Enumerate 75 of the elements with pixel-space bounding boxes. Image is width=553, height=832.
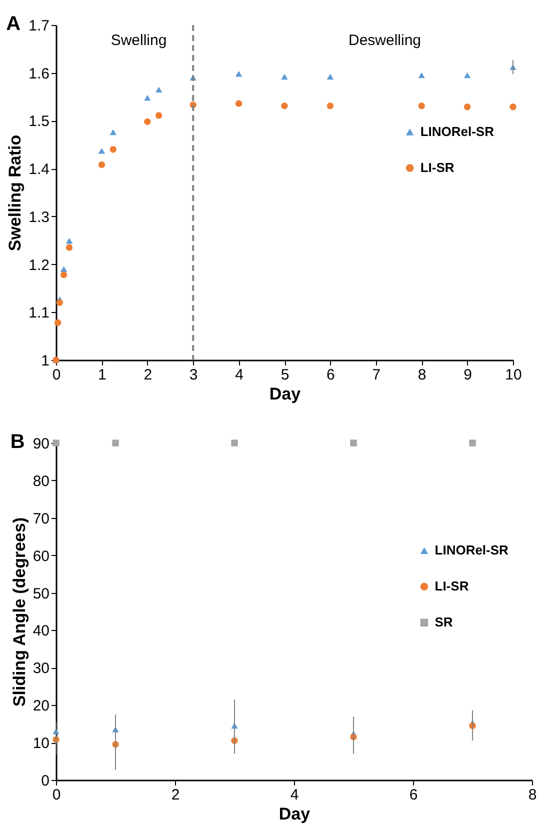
point xyxy=(231,440,238,446)
point xyxy=(350,440,357,446)
y-tick-label: 1.5 xyxy=(28,113,50,130)
y-tick-label: 20 xyxy=(32,698,50,715)
x-tick-label: 0 xyxy=(52,786,61,804)
annotation: Swelling xyxy=(110,32,167,49)
point xyxy=(66,238,73,244)
annotation: Deswelling xyxy=(348,32,422,49)
y-tick-label: 1.3 xyxy=(28,208,50,226)
legend-label: LINORel-SR xyxy=(434,542,510,558)
y-tick-label: 40 xyxy=(32,622,50,640)
chart-title: A xyxy=(6,13,21,35)
x-axis-title: Day xyxy=(269,384,302,404)
point xyxy=(98,148,106,154)
legend-label: LI-SR xyxy=(434,578,470,594)
x-tick-label: 6 xyxy=(326,366,335,384)
x-tick-label: 0 xyxy=(52,366,61,384)
y-tick-label: 90 xyxy=(32,436,50,452)
y-tick-label: 1.1 xyxy=(28,304,50,322)
y-tick-label: 1.4 xyxy=(28,161,50,178)
point xyxy=(66,244,73,251)
point xyxy=(110,129,116,136)
chart-title: B xyxy=(10,431,25,453)
x-tick-label: 7 xyxy=(372,366,381,384)
x-axis-title: Day xyxy=(278,804,311,824)
x-tick-label: 10 xyxy=(505,366,522,384)
x-tick-label: 2 xyxy=(144,366,152,384)
x-tick-label: 4 xyxy=(235,366,244,384)
y-axis-title: Sliding Angle (degrees) xyxy=(10,517,29,707)
x-tick-label: 5 xyxy=(280,366,290,384)
y-tick-label: 10 xyxy=(32,735,50,752)
y-tick-label: 1.7 xyxy=(28,18,50,34)
point xyxy=(155,86,162,93)
point xyxy=(155,112,162,119)
y-axis-title: Swelling Ratio xyxy=(6,134,25,252)
legend-label: SR xyxy=(434,614,454,630)
point xyxy=(281,102,288,110)
point xyxy=(110,146,116,153)
point xyxy=(60,266,68,272)
point xyxy=(235,70,242,77)
point xyxy=(112,440,119,446)
point xyxy=(510,103,516,110)
legend-label: LINORel-SR xyxy=(420,124,495,139)
point xyxy=(60,271,68,278)
point xyxy=(326,74,334,80)
y-tick-label: 1.6 xyxy=(28,65,50,82)
y-tick-label: 50 xyxy=(32,585,50,602)
y-tick-label: 70 xyxy=(32,510,50,528)
x-tick-label: 8 xyxy=(528,786,537,804)
legend-label: LI-SR xyxy=(420,160,455,175)
point xyxy=(281,74,288,80)
y-tick-label: 60 xyxy=(32,548,50,565)
y-tick-label: 1 xyxy=(41,352,50,370)
x-tick-label: 9 xyxy=(464,366,472,384)
y-tick-label: 80 xyxy=(32,472,50,490)
point xyxy=(418,102,425,110)
x-tick-label: 1 xyxy=(98,366,106,384)
point xyxy=(469,440,476,446)
y-tick-label: 30 xyxy=(32,660,50,678)
y-tick-label: 1.2 xyxy=(28,256,50,274)
point xyxy=(235,100,242,107)
point xyxy=(464,72,471,78)
point xyxy=(326,102,334,110)
x-tick-label: 4 xyxy=(290,786,299,804)
x-tick-label: 6 xyxy=(409,786,418,804)
point xyxy=(144,118,151,126)
x-tick-label: 8 xyxy=(418,366,426,384)
point xyxy=(144,94,151,101)
point xyxy=(98,161,106,168)
x-tick-label: 3 xyxy=(189,366,198,384)
x-tick-label: 2 xyxy=(171,786,180,804)
point xyxy=(464,103,471,110)
y-tick-label: 0 xyxy=(41,772,50,790)
point xyxy=(418,72,425,78)
point xyxy=(56,299,64,306)
